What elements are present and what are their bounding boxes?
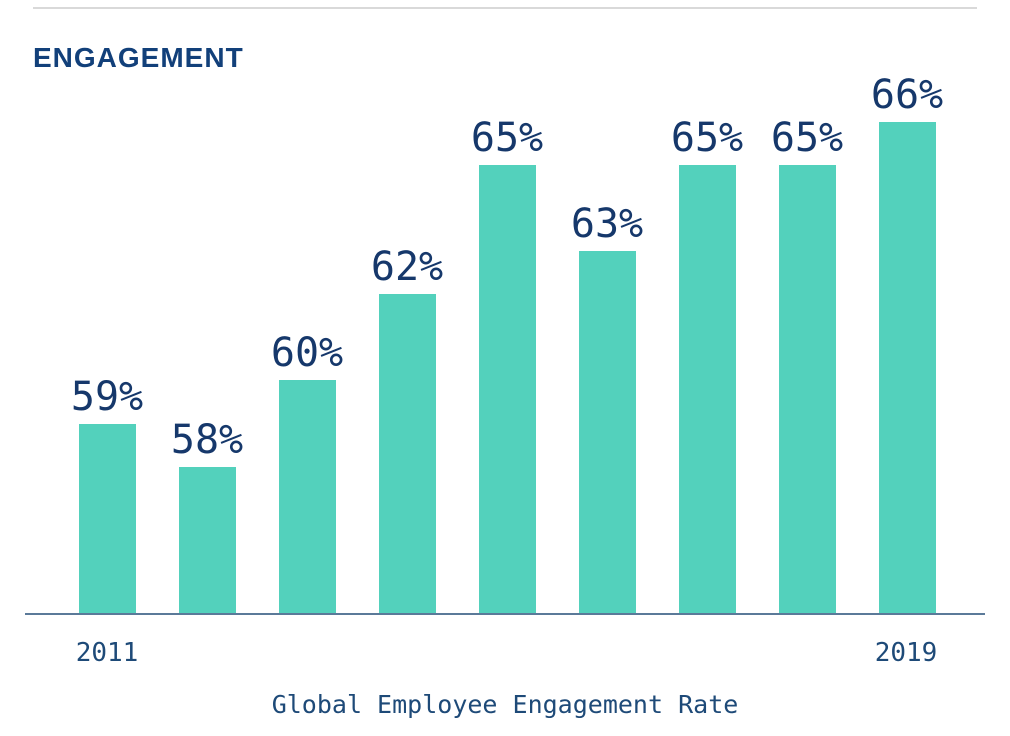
bar-value-label-2018: 65%: [770, 115, 844, 161]
bar-2019: [878, 122, 936, 613]
bar-2011: [78, 424, 136, 613]
page-title: ENGAGEMENT: [33, 42, 244, 73]
bar-2015: [478, 165, 536, 613]
bar-value-label-2019: 66%: [870, 72, 944, 118]
bar-2016: [578, 251, 636, 613]
chart-caption: Global Employee Engagement Rate: [271, 690, 739, 719]
bar-value-label-2011: 59%: [70, 374, 144, 420]
bar-2017: [678, 165, 736, 613]
chart-plot-area: 59% 58% 60% 62% 65% 63% 65% 65% 66%: [25, 74, 985, 615]
bar-value-label-2014: 62%: [370, 244, 444, 290]
bar-value-label-2013: 60%: [270, 330, 344, 376]
bar-2014: [378, 294, 436, 613]
bar-2013: [278, 380, 336, 613]
bar-value-label-2015: 65%: [470, 115, 544, 161]
x-axis-tick-first: 2011: [75, 638, 139, 668]
bar-2012: [178, 467, 236, 613]
bar-value-label-2017: 65%: [670, 115, 744, 161]
bar-value-label-2016: 63%: [570, 201, 644, 247]
x-axis-tick-last: 2019: [874, 638, 938, 668]
bar-2018: [778, 165, 836, 613]
bar-value-label-2012: 58%: [170, 417, 244, 463]
top-divider-rule: [33, 7, 977, 9]
